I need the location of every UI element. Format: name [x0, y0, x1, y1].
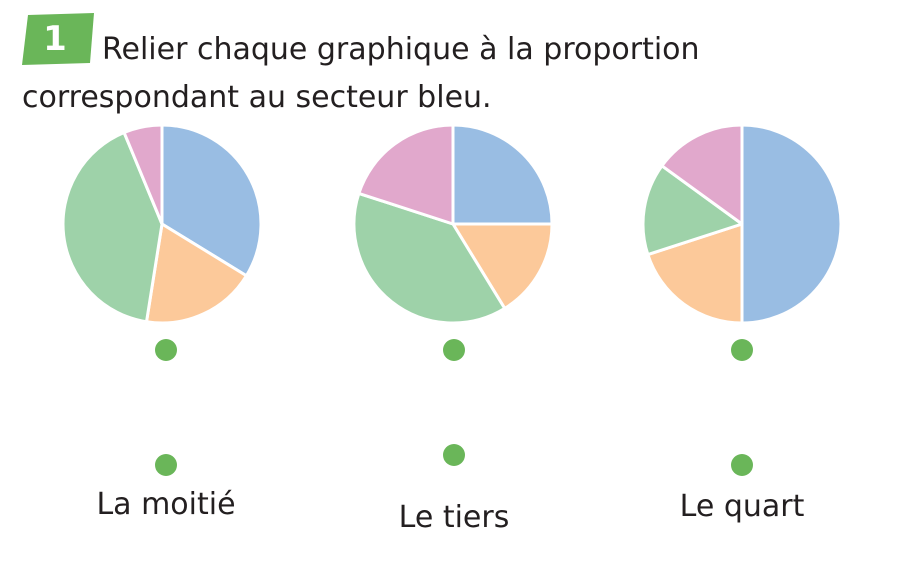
proportion-label-quarter: Le quart [679, 489, 805, 524]
pie-slice-green [641, 164, 744, 257]
exercise-number: 1 [43, 19, 67, 59]
pie-slice-pink [660, 123, 744, 226]
pie-slice-pink [122, 123, 164, 226]
exercise-number-badge: 1 [22, 13, 94, 65]
pie-slice-orange [145, 222, 248, 325]
pie-chart-3 [640, 122, 844, 326]
pie-chart-2 [351, 122, 555, 326]
pie-1-link-dot[interactable] [155, 339, 177, 361]
pie-slice-orange [646, 222, 744, 325]
pie-svg [641, 123, 843, 325]
proportion-label-third: Le tiers [398, 500, 510, 535]
pie-slice-pink [357, 123, 455, 226]
proportion-label-half: La moitié [96, 487, 236, 522]
pie-slice-blue [451, 123, 554, 226]
instruction-text: Relier chaque graphique à la proportion … [22, 32, 700, 115]
pie-2-link-dot[interactable] [443, 339, 465, 361]
pie-svg [352, 123, 554, 325]
pie-svg [61, 123, 263, 325]
proportion-3-link-dot[interactable] [731, 454, 753, 476]
pie-slice-green [61, 131, 164, 324]
pie-slice-orange [451, 222, 554, 310]
badge-shape [22, 13, 94, 65]
pie-slice-blue [740, 123, 843, 325]
pie-slice-green [352, 191, 507, 325]
pie-3-link-dot[interactable] [731, 339, 753, 361]
exercise-instruction: Relier chaque graphique à la proportion … [22, 26, 782, 122]
proportion-2-link-dot[interactable] [443, 444, 465, 466]
pie-chart-1 [60, 122, 264, 326]
proportion-1-link-dot[interactable] [155, 454, 177, 476]
